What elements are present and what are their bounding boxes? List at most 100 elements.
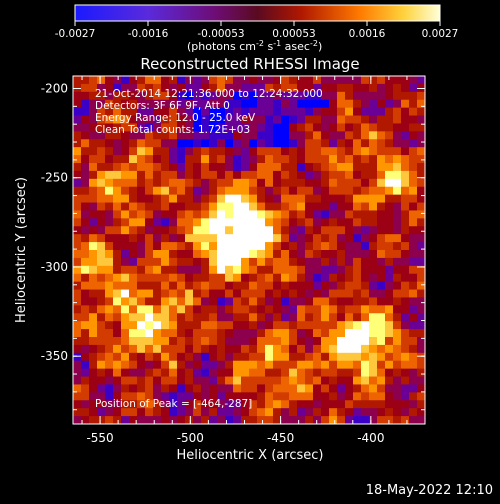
image-pixel xyxy=(177,376,186,385)
image-pixel xyxy=(401,368,410,377)
image-pixel xyxy=(337,107,346,116)
image-pixel xyxy=(273,329,282,338)
image-pixel xyxy=(273,123,282,132)
image-pixel xyxy=(249,337,258,346)
image-pixel xyxy=(121,265,130,275)
image-pixel xyxy=(305,163,314,172)
image-pixel xyxy=(161,115,170,124)
image-pixel xyxy=(273,139,282,148)
image-pixel xyxy=(393,218,402,227)
image-pixel xyxy=(113,115,122,124)
colorbar-ticks: -0.0027 -0.0016 -0.00053 0.00053 0.0016 0.002… xyxy=(55,21,458,40)
image-pixel xyxy=(369,265,378,275)
image-pixel xyxy=(305,297,314,306)
image-pixel xyxy=(249,226,258,235)
image-pixel xyxy=(177,147,186,156)
image-pixel xyxy=(241,337,250,346)
image-pixel xyxy=(137,321,146,330)
image-pixel xyxy=(169,186,178,196)
image-pixel xyxy=(241,194,250,203)
image-pixel xyxy=(201,329,210,338)
image-pixel xyxy=(89,297,98,306)
image-pixel xyxy=(225,344,234,354)
image-pixel xyxy=(185,107,194,116)
image-pixel xyxy=(265,265,274,275)
image-pixel xyxy=(281,107,290,116)
image-pixel xyxy=(281,210,290,219)
image-pixel xyxy=(121,218,130,227)
image-pixel xyxy=(97,147,106,156)
image-pixel xyxy=(113,265,122,275)
image-pixel xyxy=(185,352,194,362)
image-pixel xyxy=(289,123,298,132)
image-pixel xyxy=(81,297,90,306)
image-pixel xyxy=(281,194,290,203)
image-pixel xyxy=(385,250,394,259)
image-pixel xyxy=(385,123,394,132)
image-pixel xyxy=(313,352,322,362)
image-pixel xyxy=(257,344,266,354)
image-pixel xyxy=(321,83,330,93)
image-pixel xyxy=(201,194,210,203)
image-pixel xyxy=(409,297,418,306)
image-pixel xyxy=(281,186,290,196)
image-pixel xyxy=(193,178,202,188)
image-pixel xyxy=(161,131,170,140)
image-pixel xyxy=(233,273,242,283)
image-pixel xyxy=(233,99,242,109)
image-pixel xyxy=(193,139,202,148)
image-pixel xyxy=(297,139,306,148)
image-pixel xyxy=(233,376,242,385)
image-pixel xyxy=(249,91,258,101)
image-pixel xyxy=(201,344,210,354)
image-pixel xyxy=(185,76,194,85)
image-pixel xyxy=(361,242,370,251)
image-pixel xyxy=(369,305,378,314)
image-pixel xyxy=(153,408,162,417)
image-pixel xyxy=(377,368,386,377)
image-pixel xyxy=(393,368,402,377)
image-pixel xyxy=(113,384,122,393)
image-pixel xyxy=(401,91,410,101)
image-pixel xyxy=(393,329,402,338)
image-pixel xyxy=(345,313,354,322)
image-pixel xyxy=(345,226,354,235)
image-pixel xyxy=(369,344,378,354)
image-pixel xyxy=(369,273,378,283)
image-pixel xyxy=(177,281,186,290)
image-pixel xyxy=(153,218,162,227)
image-pixel xyxy=(257,376,266,385)
image-pixel xyxy=(129,83,138,93)
image-pixel xyxy=(281,170,290,180)
image-pixel xyxy=(217,91,226,101)
image-pixel xyxy=(329,99,338,109)
image-pixel xyxy=(249,194,258,203)
image-pixel xyxy=(81,194,90,203)
image-pixel xyxy=(337,99,346,109)
image-pixel xyxy=(297,163,306,172)
image-pixel xyxy=(305,305,314,314)
image-pixel xyxy=(209,186,218,196)
image-pixel xyxy=(337,131,346,140)
image-pixel xyxy=(89,289,98,298)
image-pixel xyxy=(417,297,426,306)
image-pixel xyxy=(233,83,242,93)
image-pixel xyxy=(249,273,258,283)
image-pixel xyxy=(289,194,298,203)
image-pixel xyxy=(393,257,402,267)
image-pixel xyxy=(177,155,186,164)
image-pixel xyxy=(385,202,394,211)
image-pixel xyxy=(233,131,242,140)
image-pixel xyxy=(329,281,338,290)
image-pixel xyxy=(225,392,234,401)
image-pixel xyxy=(129,107,138,116)
image-pixel xyxy=(281,91,290,101)
image-pixel xyxy=(249,234,258,243)
image-pixel xyxy=(137,400,146,409)
image-pixel xyxy=(177,99,186,109)
image-pixel xyxy=(113,305,122,314)
image-pixel xyxy=(329,163,338,172)
x-tick-label: -450 xyxy=(267,431,294,445)
image-pixel xyxy=(369,83,378,93)
image-pixel xyxy=(217,352,226,362)
